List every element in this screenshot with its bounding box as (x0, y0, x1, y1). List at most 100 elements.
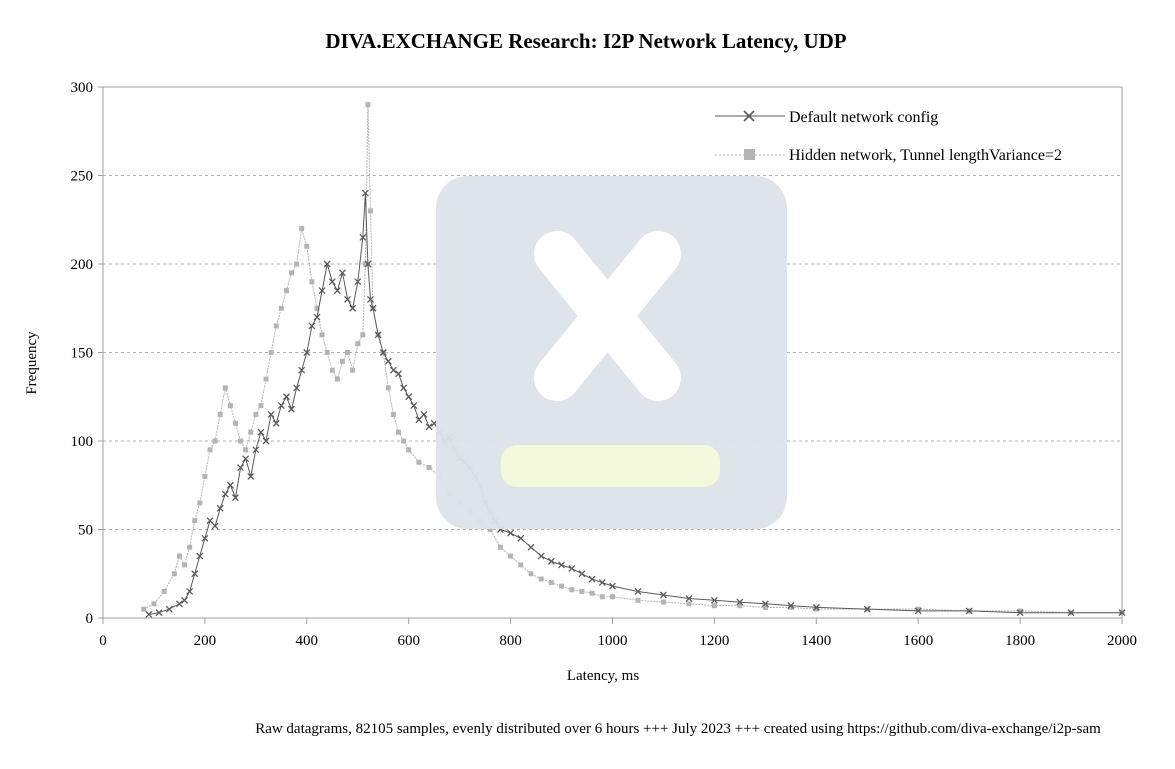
data-point (263, 376, 269, 382)
data-point (685, 595, 693, 602)
data-point (518, 562, 524, 568)
data-point (367, 208, 373, 214)
data-point (217, 411, 223, 417)
data-point (187, 544, 193, 550)
data-point (232, 420, 238, 426)
broken-image-icon (436, 176, 787, 529)
data-point (379, 349, 387, 356)
x-tick-label: 1800 (1005, 633, 1035, 649)
data-point (547, 557, 555, 565)
data-point (243, 447, 249, 453)
data-point (289, 270, 295, 276)
legend: Default network config Hidden network, T… (715, 109, 1062, 164)
data-point (362, 261, 368, 267)
data-point (395, 370, 402, 378)
data-point (288, 405, 295, 413)
x-tick-label: 1600 (903, 633, 933, 649)
data-point (359, 233, 367, 241)
data-point (578, 570, 586, 578)
data-point (350, 367, 356, 373)
data-point (686, 601, 692, 607)
data-point (1067, 609, 1075, 617)
data-point (319, 332, 325, 338)
x-tick-label: 1400 (801, 633, 831, 649)
data-point (426, 465, 432, 471)
x-tick-label: 600 (397, 633, 420, 649)
x-tick-label: 1200 (699, 633, 729, 649)
data-point (222, 385, 228, 391)
data-point (345, 350, 351, 355)
data-point (660, 599, 666, 605)
x-axis-ticks: 0 200 400 600 800 1000 1200 1400 1600 1800 2000 (99, 618, 1137, 649)
data-point (328, 278, 336, 286)
data-point (238, 438, 244, 444)
data-point (396, 429, 402, 435)
legend-marker-x-icon (743, 110, 755, 122)
data-point (145, 611, 153, 618)
data-point (538, 576, 544, 582)
data-point (589, 590, 595, 596)
data-point (360, 332, 366, 338)
data-point (176, 553, 182, 559)
data-point (207, 447, 213, 453)
data-point (273, 323, 279, 329)
data-point (1016, 609, 1024, 617)
data-point (268, 350, 274, 355)
data-point (659, 591, 667, 599)
data-point (788, 604, 794, 610)
data-point (497, 544, 503, 550)
data-point (737, 603, 743, 609)
data-point (314, 305, 320, 311)
series-line (148, 193, 1122, 615)
x-tick-label: 2000 (1107, 633, 1137, 649)
y-tick-label: 250 (71, 169, 94, 185)
data-point (559, 583, 565, 589)
data-point (308, 322, 316, 330)
y-tick-label: 100 (71, 434, 94, 450)
data-point (405, 393, 413, 401)
data-point (304, 243, 310, 249)
data-point (588, 575, 596, 583)
data-point (298, 366, 306, 374)
data-point (965, 607, 973, 615)
data-point (710, 596, 718, 604)
data-point (365, 102, 371, 108)
data-point (151, 601, 157, 607)
data-point (339, 358, 345, 364)
data-point (262, 437, 270, 445)
data-point (355, 341, 361, 347)
data-point (334, 376, 340, 382)
data-point (227, 403, 233, 409)
data-point (247, 472, 255, 480)
data-point (389, 366, 397, 374)
x-axis-label: Latency, ms (567, 668, 639, 684)
data-point (267, 410, 275, 418)
x-tick-label: 1000 (598, 633, 628, 649)
y-tick-label: 200 (71, 257, 94, 273)
data-point (155, 609, 163, 617)
data-point (272, 419, 280, 427)
data-point (736, 598, 744, 606)
x-tick-label: 400 (296, 633, 319, 649)
data-point (528, 571, 534, 577)
data-point (221, 490, 229, 498)
placeholder-bar (501, 445, 720, 487)
data-point (369, 304, 377, 312)
data-point (812, 603, 820, 611)
data-point (248, 429, 254, 435)
data-point (517, 534, 525, 542)
data-point (318, 287, 326, 295)
data-point (299, 226, 305, 232)
data-point (282, 393, 290, 401)
data-point (711, 603, 717, 609)
data-point (508, 553, 514, 559)
data-point (329, 367, 335, 373)
data-point (787, 602, 795, 610)
data-point (294, 261, 300, 267)
data-point (242, 455, 250, 463)
data-point (1118, 609, 1126, 617)
data-point (175, 600, 183, 608)
data-point (548, 580, 554, 586)
data-point (374, 331, 382, 339)
